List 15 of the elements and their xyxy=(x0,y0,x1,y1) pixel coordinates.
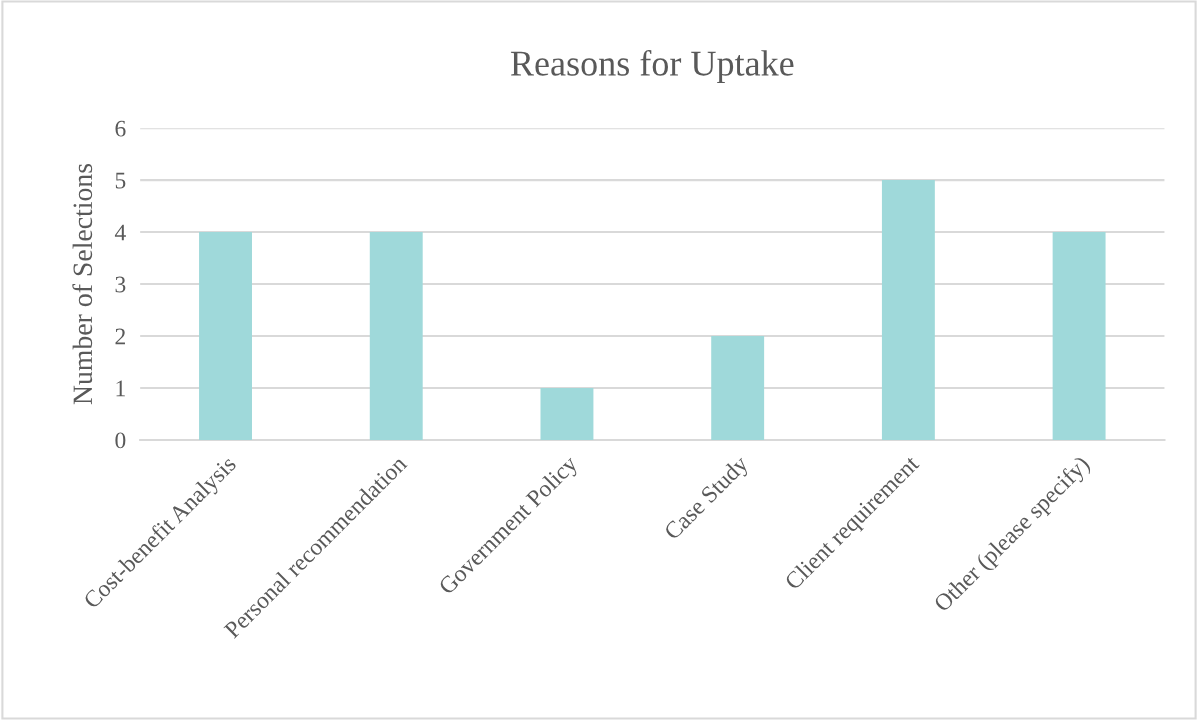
y-tick-label: 5 xyxy=(115,172,126,189)
y-tick-label: 1 xyxy=(116,380,125,397)
y-tick-label: 6 xyxy=(115,120,126,137)
chart-title: Reasons for Uptake xyxy=(510,49,794,84)
bar xyxy=(1052,232,1106,440)
y-tick-label: 2 xyxy=(115,328,125,345)
bar xyxy=(881,180,935,440)
y-tick-label: 4 xyxy=(114,224,126,241)
bar xyxy=(540,387,594,440)
y-tick-label: 3 xyxy=(115,276,126,293)
y-axis-title: Number of Selections xyxy=(72,163,93,405)
bar xyxy=(199,232,252,440)
bar xyxy=(369,232,423,440)
bar xyxy=(711,336,765,440)
y-tick-label: 0 xyxy=(115,432,126,449)
